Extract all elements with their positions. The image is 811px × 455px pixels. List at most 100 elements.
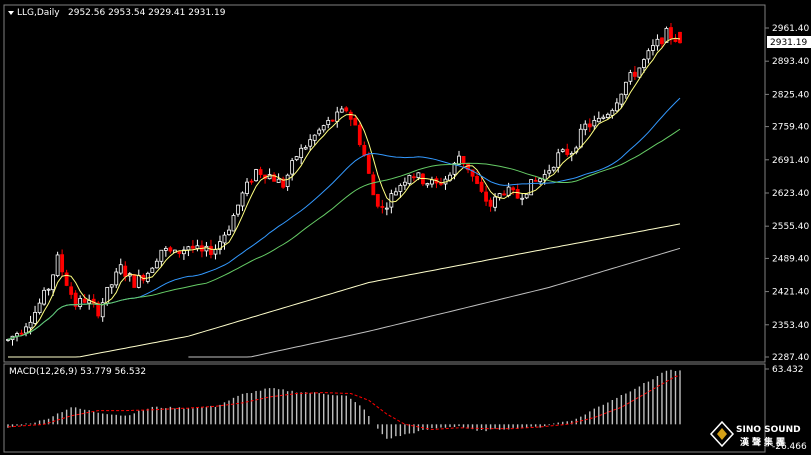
- candle: [646, 48, 651, 64]
- candle: [678, 31, 682, 44]
- candle: [353, 114, 358, 126]
- candle: [308, 134, 313, 152]
- candle: [515, 183, 520, 199]
- candle: [245, 178, 249, 197]
- candle: [91, 294, 96, 308]
- candle: [551, 166, 556, 173]
- candle: [78, 295, 83, 310]
- candle: [339, 105, 344, 113]
- candle: [402, 177, 407, 191]
- macd-indicator-label: MACD(12,26,9) 53.779 56.532: [9, 367, 146, 377]
- price-panel-border: [3, 4, 766, 363]
- candle: [163, 246, 168, 257]
- candle: [254, 168, 258, 182]
- candle: [33, 305, 37, 325]
- candle: [533, 176, 538, 182]
- current-price-label: 2931.19: [770, 38, 807, 48]
- candle: [64, 269, 69, 287]
- candle: [497, 192, 502, 201]
- candle: [132, 274, 137, 288]
- ma-green-line: [7, 128, 681, 340]
- price-tick-label: 2489.40: [772, 254, 809, 264]
- candle: [231, 213, 236, 232]
- candle: [299, 144, 304, 165]
- candle: [619, 93, 624, 109]
- candle: [538, 178, 543, 186]
- macd-axis: 63.432 -26.466: [765, 365, 807, 452]
- candle: [384, 202, 389, 216]
- candle: [73, 290, 78, 310]
- candle: [443, 175, 448, 190]
- candle: [240, 191, 245, 212]
- candle: [114, 267, 119, 289]
- candle: [168, 245, 173, 254]
- candle: [601, 114, 606, 120]
- candle: [100, 298, 105, 322]
- candle: [344, 106, 349, 113]
- candle: [605, 112, 610, 119]
- candle: [28, 315, 33, 335]
- logo-inner-icon: [717, 428, 727, 440]
- price-tick-label: 2825.40: [772, 90, 809, 100]
- candle: [578, 124, 583, 149]
- price-tick-label: 2623.40: [772, 189, 809, 199]
- candle: [82, 294, 87, 304]
- candle: [375, 193, 380, 209]
- candle: [249, 178, 254, 185]
- candle: [484, 185, 488, 206]
- candle: [159, 249, 164, 267]
- candle: [520, 193, 525, 206]
- candle: [236, 204, 240, 217]
- candle: [488, 197, 493, 212]
- candle: [181, 246, 186, 260]
- candle: [655, 34, 660, 51]
- candle: [213, 244, 218, 260]
- candle: [623, 81, 628, 99]
- moving-averages: [7, 37, 681, 358]
- candle: [267, 168, 272, 180]
- macd-tick-label: -26.466: [772, 442, 807, 452]
- current-price-badge: [767, 36, 811, 48]
- logo-cjk: 漢聲集團: [740, 436, 788, 448]
- candle: [55, 251, 60, 278]
- sino-sound-logo: SINO SOUND 漢聲集團: [709, 420, 801, 448]
- price-axis: 2961.40 2893.40 2825.40 2759.40 2691.40 2623.…: [765, 24, 809, 363]
- candle: [222, 231, 227, 250]
- logo-diamond-icon: [709, 420, 735, 448]
- candle: [19, 329, 24, 336]
- candle: [326, 116, 331, 129]
- macd-panel-border: [3, 363, 766, 453]
- candle: [660, 37, 664, 49]
- price-tick-label: 2287.40: [772, 353, 809, 363]
- candle: [42, 287, 46, 306]
- candle: [470, 169, 475, 182]
- candle: [46, 288, 51, 296]
- candle: [330, 119, 335, 123]
- price-tick-label: 2691.40: [772, 156, 809, 166]
- candle: [118, 258, 123, 275]
- candle: [502, 190, 507, 196]
- candle: [317, 127, 322, 137]
- candle: [258, 166, 263, 179]
- candle: [412, 173, 416, 182]
- candle: [281, 176, 286, 189]
- candle: [335, 106, 340, 128]
- candle: [357, 121, 362, 147]
- ma-fast-line: [7, 37, 681, 340]
- candlestick-series: [6, 22, 682, 346]
- candle: [614, 98, 619, 113]
- price-tick-label: 2353.40: [772, 321, 809, 331]
- candle: [177, 250, 182, 258]
- candle: [263, 174, 267, 184]
- candle: [37, 298, 42, 315]
- candle: [218, 235, 222, 255]
- candle: [637, 67, 642, 79]
- logo-name: SINO SOUND: [736, 425, 801, 435]
- collapse-triangle-icon[interactable]: [8, 11, 14, 15]
- candle: [565, 143, 570, 157]
- candle: [348, 109, 353, 127]
- candle: [204, 241, 209, 257]
- ma-slowest-line: [188, 247, 681, 358]
- candle: [592, 115, 597, 130]
- candle: [87, 294, 92, 310]
